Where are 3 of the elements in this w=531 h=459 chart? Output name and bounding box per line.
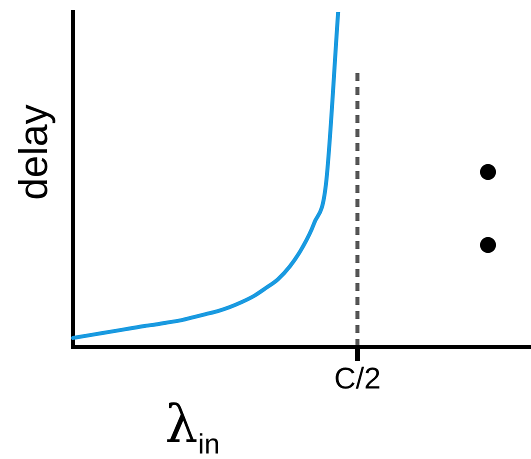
y-axis-title: delay [12, 104, 57, 200]
text: C/2 [334, 362, 381, 396]
x-axis-title: λ$_{in}$ [165, 395, 220, 459]
